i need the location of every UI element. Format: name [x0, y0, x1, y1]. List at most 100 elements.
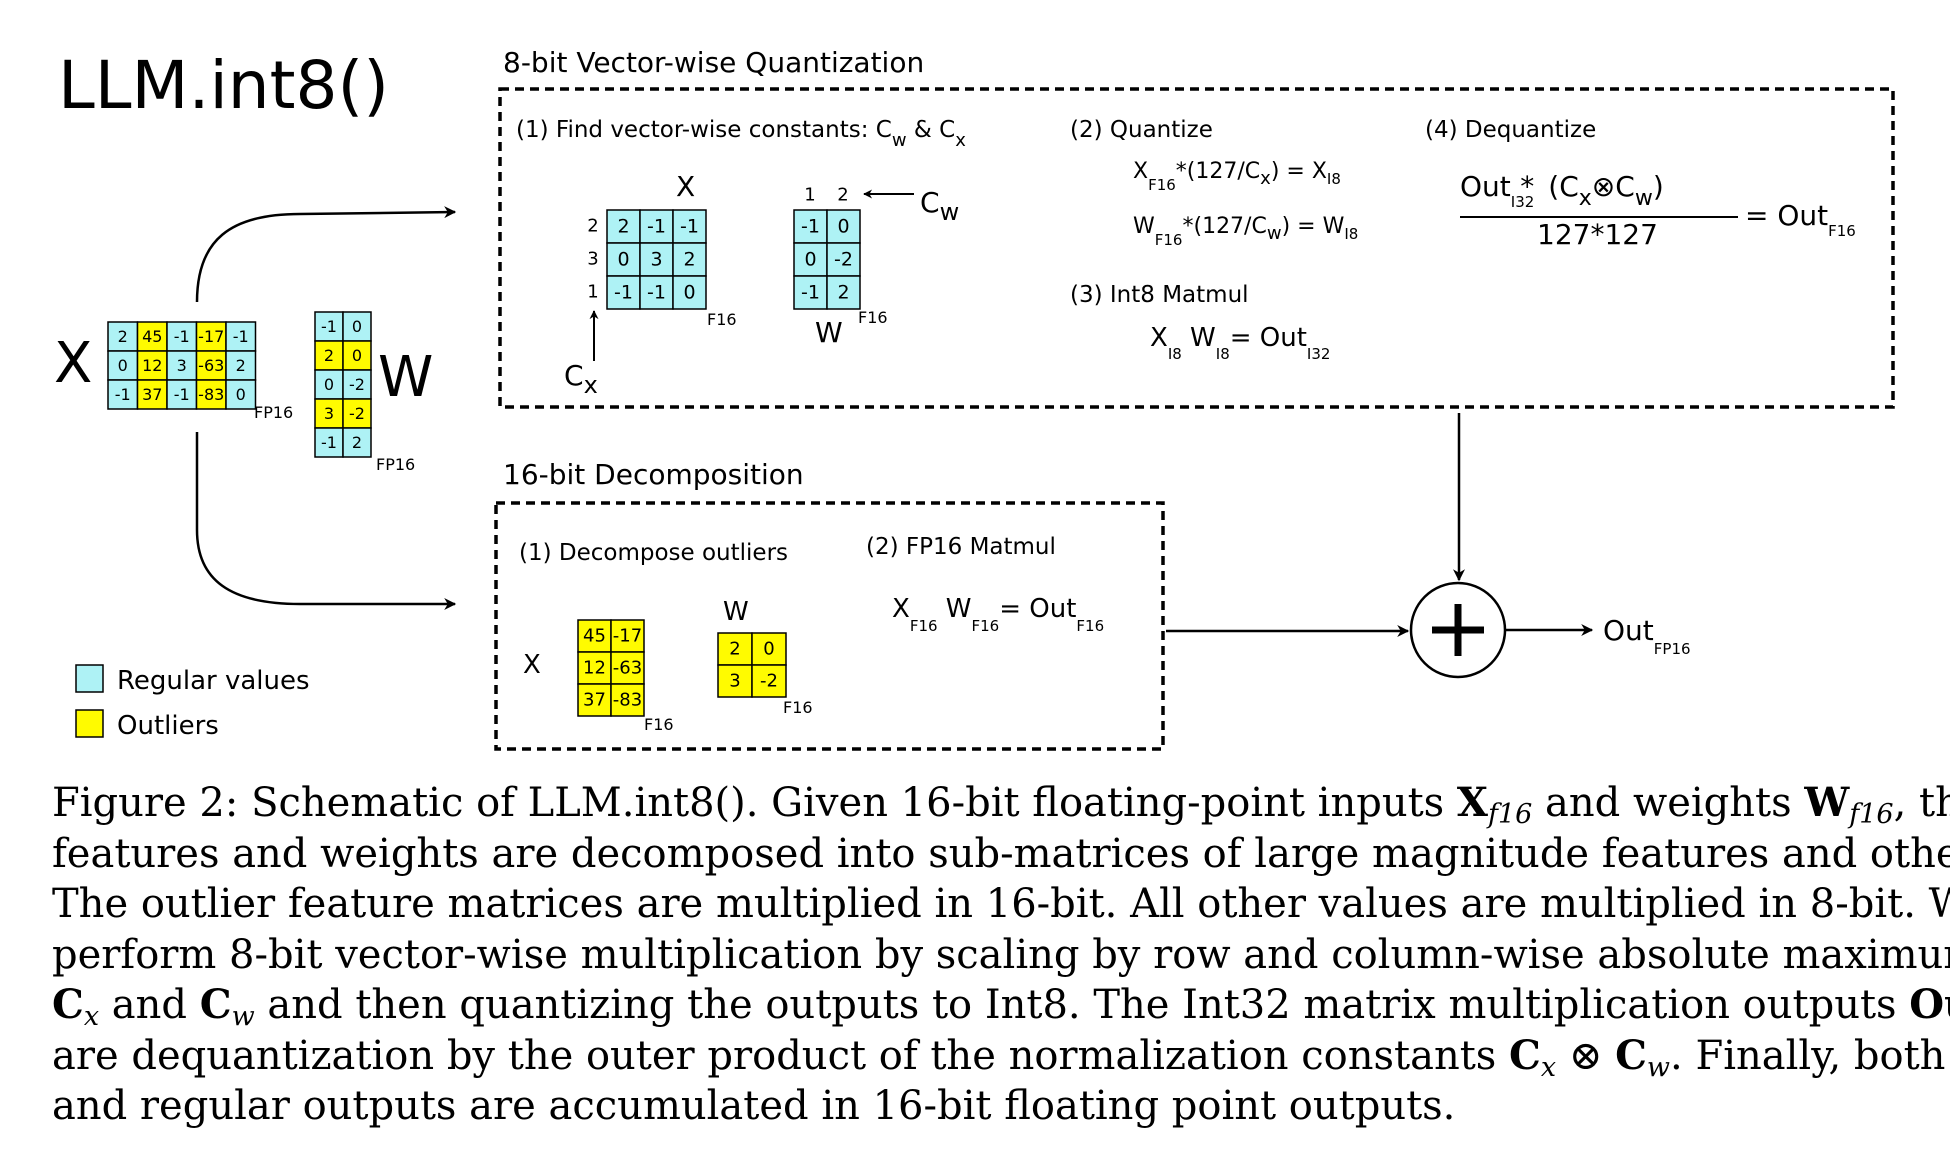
quant-x-value: -1 [680, 216, 699, 238]
fp16-matmul-equation: XF16 WF16= OutF16 [892, 594, 1104, 635]
caption-line-3: The outlier feature matrices are multipl… [52, 881, 1950, 927]
input-w-value: 2 [324, 346, 334, 365]
input-w-value: 0 [352, 317, 362, 336]
quant-x-cell [639, 209, 674, 244]
decomposition-panel [494, 501, 1165, 751]
quantize-x-equation: XF16*(127/Cx) = XI8 [1133, 159, 1341, 194]
decomp-x-cell [610, 619, 645, 653]
decomp-w-cell [717, 632, 753, 666]
input-x-value: -63 [198, 356, 224, 375]
quant-w-cell [793, 242, 828, 277]
decomp-x-matrix: 45 -17 12 -63 37 -83 [577, 619, 645, 717]
step-fp16-matmul: (2) FP16 Matmul [866, 534, 1056, 560]
caption-line-1: Figure 2: Schematic of LLM.int8(). Given… [52, 779, 1950, 830]
input-w-cell [342, 398, 372, 429]
input-x-cell [166, 350, 198, 381]
input-w-value: 2 [352, 433, 362, 452]
input-x-value: -17 [198, 327, 224, 346]
quantization-title: 8-bit Vector-wise Quantization [503, 46, 924, 79]
int8-matmul-equation: XI8 WI8= OutI32 [1150, 323, 1330, 363]
row-constant: 3 [587, 249, 598, 270]
input-w-matrix: -1 02 00 -23 -2-1 2 [314, 311, 372, 458]
quantization-panel [498, 87, 1895, 409]
quant-x-value: -1 [647, 216, 666, 238]
row-constant: 1 [587, 282, 598, 303]
quant-x-value: 3 [650, 249, 662, 271]
input-w-value: -2 [349, 404, 365, 423]
input-x-value: -1 [174, 385, 190, 404]
quant-w-value: -1 [801, 216, 820, 238]
decomp-w-dtype: F16 [783, 698, 813, 717]
input-x-cell [136, 379, 168, 410]
quant-x-value: 2 [617, 216, 629, 238]
decomp-x-value: -83 [613, 690, 642, 711]
arrow-to-decomposition [195, 432, 457, 610]
decomp-x-value: 12 [583, 658, 606, 679]
quant-w-label: W [815, 316, 843, 349]
quant-w-cell [793, 275, 828, 310]
step-int8-matmul: (3) Int8 Matmul [1070, 282, 1249, 308]
legend-regular-label: Regular values [117, 666, 310, 696]
input-x-cell [166, 379, 198, 410]
decomposition-title: 16-bit Decomposition [503, 458, 804, 491]
output-label: OutFP16 [1603, 614, 1691, 658]
decomp-w-value: 3 [729, 671, 740, 692]
input-w-cell [314, 311, 344, 342]
decomp-w-value: -2 [760, 671, 778, 692]
decomp-w-cell [751, 664, 787, 698]
input-w-value: -1 [321, 317, 337, 336]
input-x-value: 0 [118, 356, 128, 375]
quant-w-value: -2 [834, 249, 853, 271]
step-dequantize: (4) Dequantize [1425, 117, 1596, 143]
figure-caption: Figure 2: Schematic of LLM.int8(). Given… [52, 778, 1950, 1132]
input-x-cell [225, 350, 257, 381]
input-x-cell [225, 379, 257, 410]
caption-line-2: features and weights are decomposed into… [52, 830, 1950, 877]
input-x-label: X [54, 331, 92, 396]
decomp-x-cell [610, 683, 645, 717]
quant-w-cell [793, 209, 828, 244]
quant-x-cell [672, 275, 707, 310]
decomp-x-value: 37 [583, 690, 606, 711]
input-w-cell [342, 427, 372, 458]
quant-x-matrix: 2 -1 -1 0 3 2 -1 -1 0 [606, 209, 707, 310]
legend-outlier-label: Outliers [117, 711, 219, 741]
caption-line-7: and regular outputs are accumulated in 1… [52, 1083, 1456, 1129]
quant-w-value: 0 [804, 249, 816, 271]
input-x-value: -1 [115, 385, 131, 404]
quant-x-cell [672, 242, 707, 277]
quant-w-cell [826, 209, 861, 244]
quant-x-dtype: F16 [707, 310, 737, 329]
arrow-to-quantization [195, 206, 457, 303]
quant-x-label: X [676, 170, 695, 203]
decomp-w-matrix: 2 0 3 -2 [717, 632, 787, 698]
dequant-denominator: 127*127 [1537, 218, 1658, 251]
col-constant: 2 [837, 185, 848, 206]
quant-x-value: -1 [647, 282, 666, 304]
quantize-w-equation: WF16*(127/Cw) = WI8 [1133, 214, 1358, 249]
input-w-value: 0 [324, 375, 334, 394]
quant-x-cell [639, 242, 674, 277]
decomp-x-value: -17 [613, 626, 642, 647]
step-quantize: (2) Quantize [1070, 117, 1213, 143]
quant-x-row-constants: 2 3 1 [587, 216, 598, 303]
input-w-value: -1 [321, 433, 337, 452]
main-title: LLM.int8() [58, 47, 389, 124]
quant-x-value: 0 [683, 282, 695, 304]
legend-regular-swatch [75, 664, 104, 693]
step-decompose-outliers: (1) Decompose outliers [519, 540, 788, 566]
quant-w-value: 0 [837, 216, 849, 238]
step-find-constants: (1) Find vector-wise constants: Cw & Cx [516, 117, 966, 151]
input-x-value: 3 [177, 356, 187, 375]
cx-label: Cx [564, 359, 598, 399]
decomp-w-value: 0 [763, 639, 774, 660]
input-x-matrix: 2 45 -1 -17 -1 0 12 3 -63 2 -1 37 -1 -83 0 [107, 321, 257, 410]
decomp-w-value: 2 [729, 639, 740, 660]
llm-int8-diagram: LLM.int8() X 2 45 -1 -17 -10 12 3 -63 2-1 37 -1 -83… [54, 46, 1895, 751]
input-x-dtype: FP16 [254, 403, 293, 422]
legend-outlier-swatch [75, 709, 104, 738]
input-w-label: W [378, 345, 433, 410]
decomp-x-dtype: F16 [644, 715, 674, 734]
input-w-dtype: FP16 [376, 455, 415, 474]
